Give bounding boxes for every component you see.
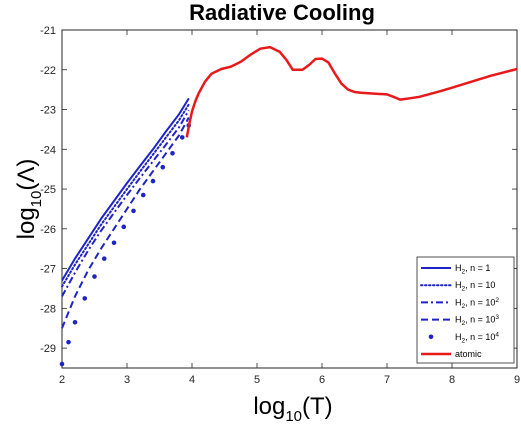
legend-box [416,256,515,364]
x-axis-label: log10(T) [253,393,332,425]
y-tick-label: -24 [40,144,56,156]
svg-text:log10(T): log10(T) [253,393,332,425]
x-tick-label: 5 [254,374,260,386]
data-point [82,296,88,301]
legend-label: H2, n = 103 [455,314,499,327]
data-point [72,319,78,325]
x-label-arg: (T) [302,393,333,420]
y-label-arg: (Λ) [13,159,40,191]
series-line [61,97,190,282]
data-point [66,339,71,345]
series-1 [61,97,190,282]
x-tick-label: 9 [514,374,520,386]
series-line [61,117,190,329]
x-tick-label: 7 [384,374,390,386]
y-tick-label: -28 [40,303,56,315]
y-tick-label: -22 [40,65,56,77]
legend-item: H2, n = 104 [428,331,499,344]
legend-item: H2, n = 102 [421,297,499,310]
data-point [140,192,146,198]
series-line [61,103,190,288]
series-5 [59,123,192,367]
y-tick-label: -29 [40,343,56,355]
y-tick-label: -21 [40,25,56,37]
legend-label: H2, n = 1 [455,263,490,276]
axis-ticks: 2 3 4 5 6 7 8 9 -21 -22 -23 -24 -25 -26 -27 -28 -29 [40,25,520,386]
legend-label: H2, n = 104 [455,331,499,344]
x-label-sub: 10 [285,408,302,425]
data-point [121,224,127,230]
legend-item: H2, n = 103 [421,314,499,327]
series-6 [185,45,518,138]
series-layer [59,45,518,367]
legend-label: H2, n = 102 [455,297,499,310]
series-line [61,109,190,297]
series-line [185,45,518,138]
legend-label: H2, n = 10 [455,280,495,293]
legend-item: H2, n = 10 [420,280,495,293]
x-tick-label: 6 [319,374,325,386]
legend: H2, n = 1 H2, n = 10 H2, n = 102 H2, n = 10… [416,256,515,364]
series-3 [61,109,190,297]
x-tick-label: 4 [189,374,195,386]
series-4 [61,117,190,329]
x-label-prefix: log [253,393,285,420]
svg-text:log10(Λ): log10(Λ) [13,159,45,240]
legend-swatch [428,334,434,340]
legend-item: atomic [421,349,482,359]
data-point [170,150,175,156]
y-axis-label: log10(Λ) [13,159,45,240]
chart-title: Radiative Cooling [189,0,375,25]
y-tick-label: -27 [40,264,56,276]
y-label-prefix: log [13,207,40,239]
legend-item: H2, n = 1 [421,263,490,276]
series-2 [61,103,190,288]
x-tick-label: 8 [449,374,455,386]
legend-items: H2, n = 1 H2, n = 10 H2, n = 102 H2, n = 10… [420,263,499,359]
plot-area: 2 3 4 5 6 7 8 9 -21 -22 -23 -24 -25 -26 -27 -28 -29 [40,25,520,386]
plot-frame [61,29,518,369]
data-point [92,274,97,279]
x-tick-label: 3 [124,374,130,386]
data-point [179,135,185,140]
x-tick-label: 2 [59,374,65,386]
data-point [101,256,107,261]
legend-label: atomic [455,349,482,359]
data-point [59,361,65,367]
data-point [160,164,166,170]
y-tick-label: -26 [40,224,56,236]
data-point [131,208,136,214]
y-tick-label: -25 [40,184,56,196]
y-tick-label: -23 [40,105,56,117]
data-point [111,240,117,246]
data-point [150,178,156,184]
y-label-sub: 10 [28,191,45,208]
